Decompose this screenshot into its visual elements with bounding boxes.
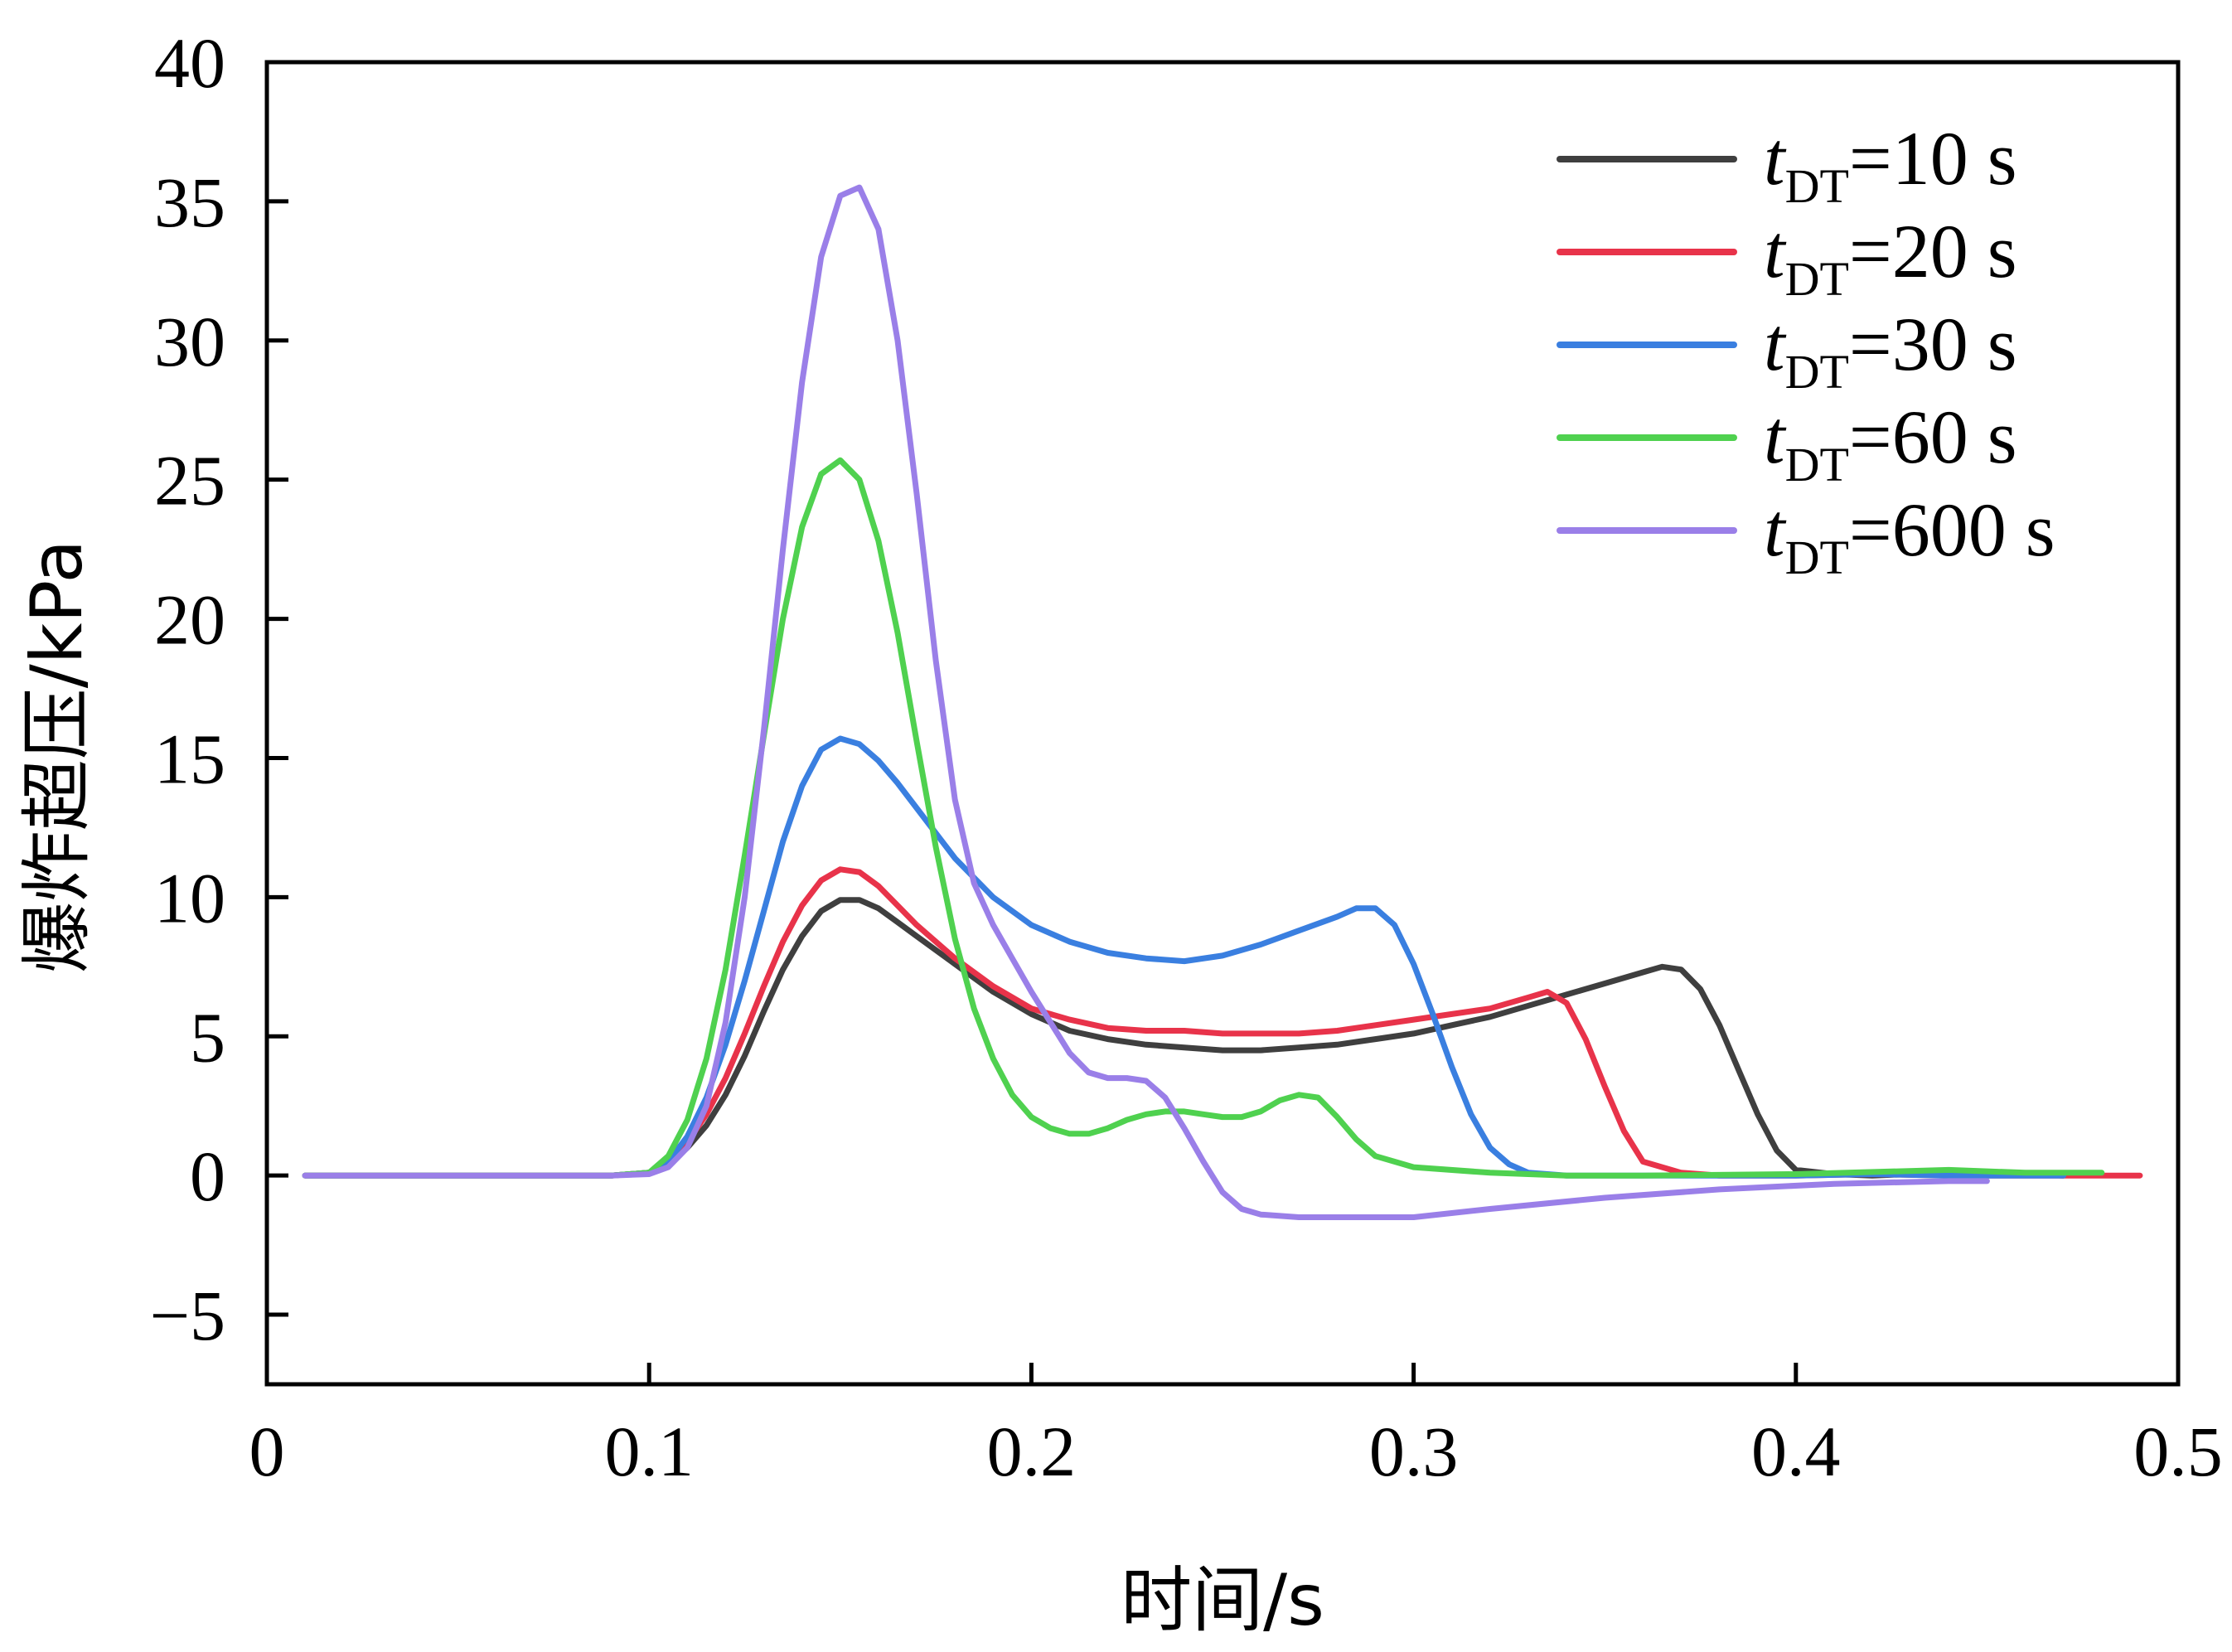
- legend-label: tDT=20 s: [1764, 209, 2017, 306]
- legend-sub: DT: [1785, 345, 1849, 399]
- legend-label: tDT=10 s: [1764, 116, 2017, 213]
- legend-item-1: tDT=20 s: [1557, 209, 2017, 306]
- legend-sub: DT: [1785, 530, 1849, 584]
- legend-sub: DT: [1785, 438, 1849, 492]
- legend-rest: =30 s: [1849, 302, 2017, 386]
- y-tick-label: 10: [154, 858, 225, 937]
- series-line-3: [302, 457, 2105, 1179]
- y-axis-title: 爆炸超压/kPa: [16, 540, 99, 973]
- legend-sub: DT: [1785, 252, 1849, 306]
- legend-var: t: [1764, 209, 1787, 293]
- y-tick-label: 35: [154, 162, 225, 242]
- x-tick-label: 0.4: [1751, 1412, 1841, 1491]
- y-tick-label: 0: [190, 1136, 225, 1216]
- legend-label: tDT=600 s: [1764, 487, 2055, 584]
- legend-var: t: [1764, 395, 1787, 479]
- x-tick-label: 0.2: [987, 1412, 1077, 1491]
- y-tick-label: 30: [154, 302, 225, 381]
- x-tick-label: 0.3: [1369, 1412, 1459, 1491]
- y-tick-label: 25: [154, 441, 225, 521]
- legend-label: tDT=30 s: [1764, 302, 2017, 399]
- legend-var: t: [1764, 487, 1787, 572]
- series-layer: [302, 184, 2143, 1220]
- y-tick-label: 40: [154, 23, 225, 103]
- legend-item-2: tDT=30 s: [1557, 302, 2017, 399]
- x-tick-label: 0.5: [2133, 1412, 2223, 1491]
- legend-var: t: [1764, 302, 1787, 386]
- x-tick-label: 0.1: [604, 1412, 694, 1491]
- series-line-4: [302, 184, 1990, 1220]
- legend-sub: DT: [1785, 159, 1849, 213]
- legend-rest: =60 s: [1849, 395, 2017, 479]
- legend-rest: =600 s: [1849, 487, 2055, 572]
- plot-frame: [264, 60, 2181, 1387]
- y-tick-label: 15: [154, 719, 225, 798]
- y-tick-label: 20: [154, 580, 225, 660]
- series-line-1: [302, 866, 2143, 1179]
- legend-item-4: tDT=600 s: [1557, 487, 2055, 584]
- x-axis-title: 时间/s: [1121, 1559, 1324, 1642]
- legend-item-0: tDT=10 s: [1557, 116, 2017, 213]
- legend-label: tDT=60 s: [1764, 395, 2017, 492]
- legend-var: t: [1764, 116, 1787, 201]
- series-line-0: [302, 897, 2067, 1179]
- x-tick-label: 0: [249, 1412, 285, 1491]
- y-tick-label: 5: [190, 997, 225, 1077]
- tick-layer: 0 0.1 0.2 0.3 0.4 0.5 −5 0 5 10 15 20 25 30 35 40: [149, 23, 2222, 1491]
- y-tick-label: −5: [149, 1276, 225, 1355]
- legend-item-3: tDT=60 s: [1557, 395, 2017, 492]
- legend-rest: =10 s: [1849, 116, 2017, 201]
- legend-rest: =20 s: [1849, 209, 2017, 293]
